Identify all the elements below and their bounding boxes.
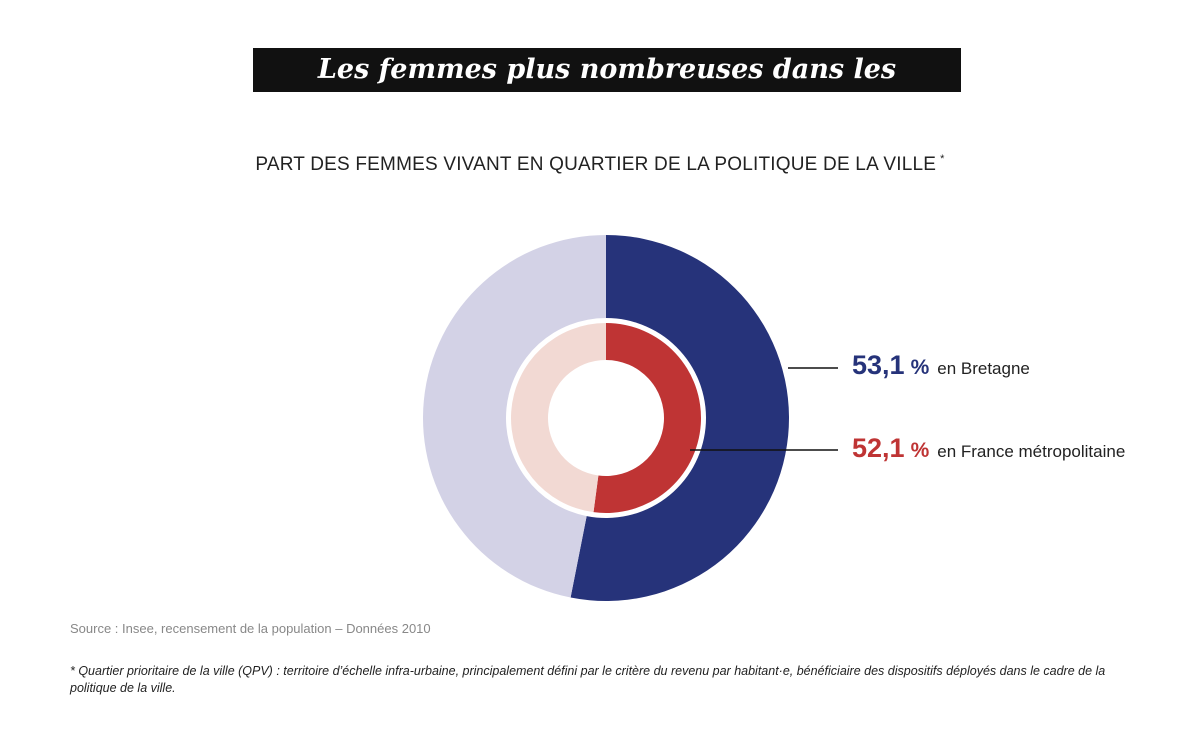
name-bretagne: en Bretagne: [937, 359, 1030, 378]
slice-inner-value: [593, 323, 701, 513]
value-bretagne: 53,1: [852, 350, 905, 380]
value-france: 52,1: [852, 433, 905, 463]
chart-title: PART DES FEMMES VIVANT EN QUARTIER DE LA…: [0, 153, 1200, 176]
chart-title-text: PART DES FEMMES VIVANT EN QUARTIER DE LA…: [255, 154, 937, 175]
source: Source : Insee, recensement de la popula…: [70, 621, 431, 636]
slice-outer-remainder: [423, 235, 606, 598]
name-france: en France métropolitaine: [937, 442, 1126, 461]
headline: Les femmes plus nombreuses dans les quar…: [253, 48, 961, 129]
footnote: * Quartier prioritaire de la ville (QPV)…: [70, 664, 1106, 695]
label-bretagne: 53,1% en Bretagne: [852, 350, 1030, 381]
unit-bretagne: %: [910, 356, 930, 379]
slice-outer-value: [570, 235, 790, 601]
unit-france: %: [910, 439, 930, 462]
slice-inner-remainder: [510, 323, 606, 513]
footnote-marker: *: [940, 153, 945, 165]
label-france: 52,1% en France métropolitaine: [852, 433, 1125, 464]
